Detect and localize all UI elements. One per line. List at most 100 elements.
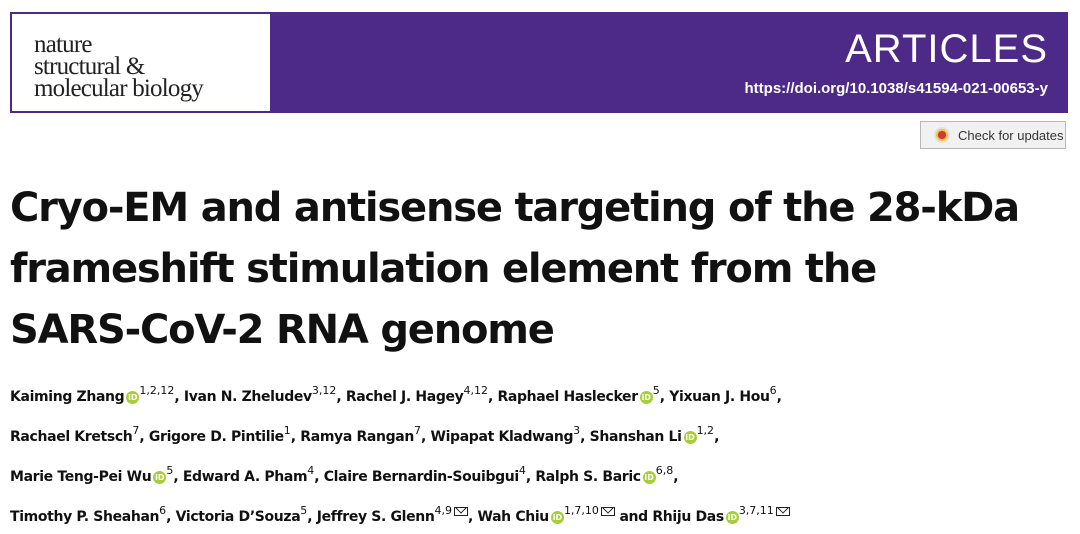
author-name[interactable]: Raphael Haslecker bbox=[497, 389, 638, 405]
author[interactable]: Wipapat Kladwang3 bbox=[430, 424, 581, 445]
journal-banner: nature structural & molecular biology AR… bbox=[10, 12, 1068, 113]
author-separator: , bbox=[166, 509, 176, 525]
affiliation-marker: 1,2 bbox=[696, 424, 715, 437]
author-separator: , bbox=[314, 469, 324, 485]
journal-name: nature structural & molecular biology bbox=[34, 31, 204, 102]
author[interactable]: Grigore D. Pintilie1 bbox=[148, 424, 291, 445]
journal-name-line: molecular biology bbox=[34, 75, 204, 102]
title-line: Cryo-EM and antisense targeting of the 2… bbox=[10, 185, 1020, 231]
author[interactable]: Shanshan Li iD1,2 bbox=[589, 424, 714, 445]
affiliation-marker: 6 bbox=[159, 504, 167, 517]
article-title: Cryo-EM and antisense targeting of the 2… bbox=[10, 178, 1070, 361]
doi-link[interactable]: https://doi.org/10.1038/s41594-021-00653… bbox=[744, 80, 1049, 97]
author[interactable]: Rachael Kretsch7 bbox=[10, 424, 139, 445]
affiliation-marker: 1 bbox=[283, 424, 291, 437]
author-name[interactable]: Jeffrey S. Glenn bbox=[316, 509, 435, 525]
author-name[interactable]: Shanshan Li bbox=[589, 429, 682, 445]
orcid-icon[interactable]: iD bbox=[725, 511, 739, 524]
author-list: Kaiming Zhang iD1,2,12, Ivan N. Zheludev3… bbox=[10, 374, 1076, 534]
author[interactable]: Kaiming Zhang iD1,2,12 bbox=[10, 384, 174, 405]
orcid-icon[interactable]: iD bbox=[639, 391, 653, 404]
author-name[interactable]: Claire Bernardin-Souibgui bbox=[323, 469, 519, 485]
author-separator: , bbox=[173, 469, 183, 485]
affiliation-marker: 3 bbox=[573, 424, 581, 437]
author-name[interactable]: Rachel J. Hagey bbox=[345, 389, 464, 405]
author-separator: , bbox=[525, 469, 536, 485]
affiliation-marker: 1,7,10 bbox=[563, 504, 599, 517]
author-separator: , bbox=[290, 429, 301, 445]
author-name[interactable]: Grigore D. Pintilie bbox=[148, 429, 284, 445]
affiliation-marker: 7 bbox=[414, 424, 421, 437]
affiliation-marker: 7 bbox=[132, 424, 140, 437]
author[interactable]: Raphael Haslecker iD5 bbox=[497, 384, 659, 405]
author-name[interactable]: Kaiming Zhang bbox=[10, 389, 125, 405]
author-name[interactable]: Wah Chiu bbox=[477, 509, 549, 525]
affiliation-marker: 5 bbox=[166, 464, 174, 477]
author[interactable]: Yixuan J. Hou6 bbox=[669, 384, 776, 405]
author-name[interactable]: Ralph S. Baric bbox=[535, 469, 641, 485]
author-separator: , bbox=[139, 429, 149, 445]
journal-name-line: structural & bbox=[34, 53, 145, 80]
author-line: Kaiming Zhang iD1,2,12, Ivan N. Zheludev3… bbox=[10, 374, 1076, 414]
affiliation-marker: 6 bbox=[769, 384, 777, 397]
author-separator: , bbox=[714, 429, 720, 445]
affiliation-marker: 4 bbox=[518, 464, 526, 477]
affiliation-marker: 6,8 bbox=[655, 464, 674, 477]
author-name[interactable]: Ramya Rangan bbox=[300, 429, 414, 445]
author[interactable]: Rhiju Das iD3,7,11 bbox=[652, 504, 790, 525]
affiliation-marker: 4,12 bbox=[463, 384, 488, 397]
author-separator: , bbox=[580, 429, 590, 445]
author-separator: , bbox=[307, 509, 317, 525]
author-name[interactable]: Rhiju Das bbox=[652, 509, 724, 525]
author-name[interactable]: Marie Teng-Pei Wu bbox=[10, 469, 152, 485]
author-name[interactable]: Victoria D’Souza bbox=[175, 509, 301, 525]
author-separator: , bbox=[421, 429, 431, 445]
author-line: Marie Teng-Pei Wu iD5, Edward A. Pham4, C… bbox=[10, 454, 1076, 494]
author[interactable]: Ralph S. Baric iD6,8 bbox=[535, 464, 673, 485]
author-name[interactable]: Timothy P. Sheahan bbox=[10, 509, 160, 525]
title-line: SARS-CoV-2 RNA genome bbox=[10, 307, 555, 353]
check-for-updates-button[interactable]: Check for updates bbox=[920, 121, 1066, 149]
check-updates-icon bbox=[934, 127, 950, 143]
author-name[interactable]: Edward A. Pham bbox=[182, 469, 308, 485]
title-line: frameshift stimulation element from the bbox=[10, 246, 877, 292]
affiliation-marker: 1,2,12 bbox=[139, 384, 175, 397]
author[interactable]: Claire Bernardin-Souibgui4 bbox=[323, 464, 526, 485]
author-name[interactable]: Wipapat Kladwang bbox=[430, 429, 574, 445]
affiliation-marker: 4,9 bbox=[434, 504, 452, 517]
author[interactable]: Rachel J. Hagey4,12 bbox=[345, 384, 488, 405]
author-name[interactable]: Yixuan J. Hou bbox=[669, 389, 770, 405]
journal-name-line: nature bbox=[34, 31, 92, 58]
author-separator: and bbox=[614, 509, 653, 525]
author[interactable]: Edward A. Pham4 bbox=[182, 464, 314, 485]
author[interactable]: Victoria D’Souza5 bbox=[175, 504, 308, 525]
orcid-icon[interactable]: iD bbox=[642, 471, 656, 484]
journal-logo[interactable]: nature structural & molecular biology bbox=[12, 14, 270, 111]
author-separator: , bbox=[336, 389, 346, 405]
author-separator: , bbox=[673, 469, 679, 485]
author[interactable]: Marie Teng-Pei Wu iD5 bbox=[10, 464, 173, 485]
affiliation-marker: 4 bbox=[307, 464, 315, 477]
author[interactable]: Ramya Rangan7 bbox=[300, 424, 421, 445]
affiliation-marker: 5 bbox=[300, 504, 308, 517]
author-separator: , bbox=[487, 389, 498, 405]
check-updates-label: Check for updates bbox=[958, 127, 1064, 143]
orcid-icon[interactable]: iD bbox=[126, 391, 140, 404]
author[interactable]: Ivan N. Zheludev3,12 bbox=[183, 384, 336, 405]
author-separator: , bbox=[659, 389, 670, 405]
author[interactable]: Timothy P. Sheahan6 bbox=[10, 504, 166, 525]
author-line: Rachael Kretsch7, Grigore D. Pintilie1, … bbox=[10, 414, 1076, 454]
author-separator: , bbox=[776, 389, 782, 405]
orcid-icon[interactable]: iD bbox=[550, 511, 564, 524]
author-line: Timothy P. Sheahan6, Victoria D’Souza5, … bbox=[10, 494, 1076, 534]
author[interactable]: Jeffrey S. Glenn4,9 bbox=[316, 504, 468, 525]
author-separator: , bbox=[174, 389, 184, 405]
orcid-icon[interactable]: iD bbox=[683, 431, 697, 444]
author-name[interactable]: Ivan N. Zheludev bbox=[183, 389, 312, 405]
author[interactable]: Wah Chiu iD1,7,10 bbox=[477, 504, 615, 525]
affiliation-marker: 3,7,11 bbox=[738, 504, 774, 517]
orcid-icon[interactable]: iD bbox=[153, 471, 167, 484]
section-label: ARTICLES bbox=[845, 27, 1048, 71]
affiliation-marker: 3,12 bbox=[311, 384, 337, 397]
author-name[interactable]: Rachael Kretsch bbox=[10, 429, 133, 445]
